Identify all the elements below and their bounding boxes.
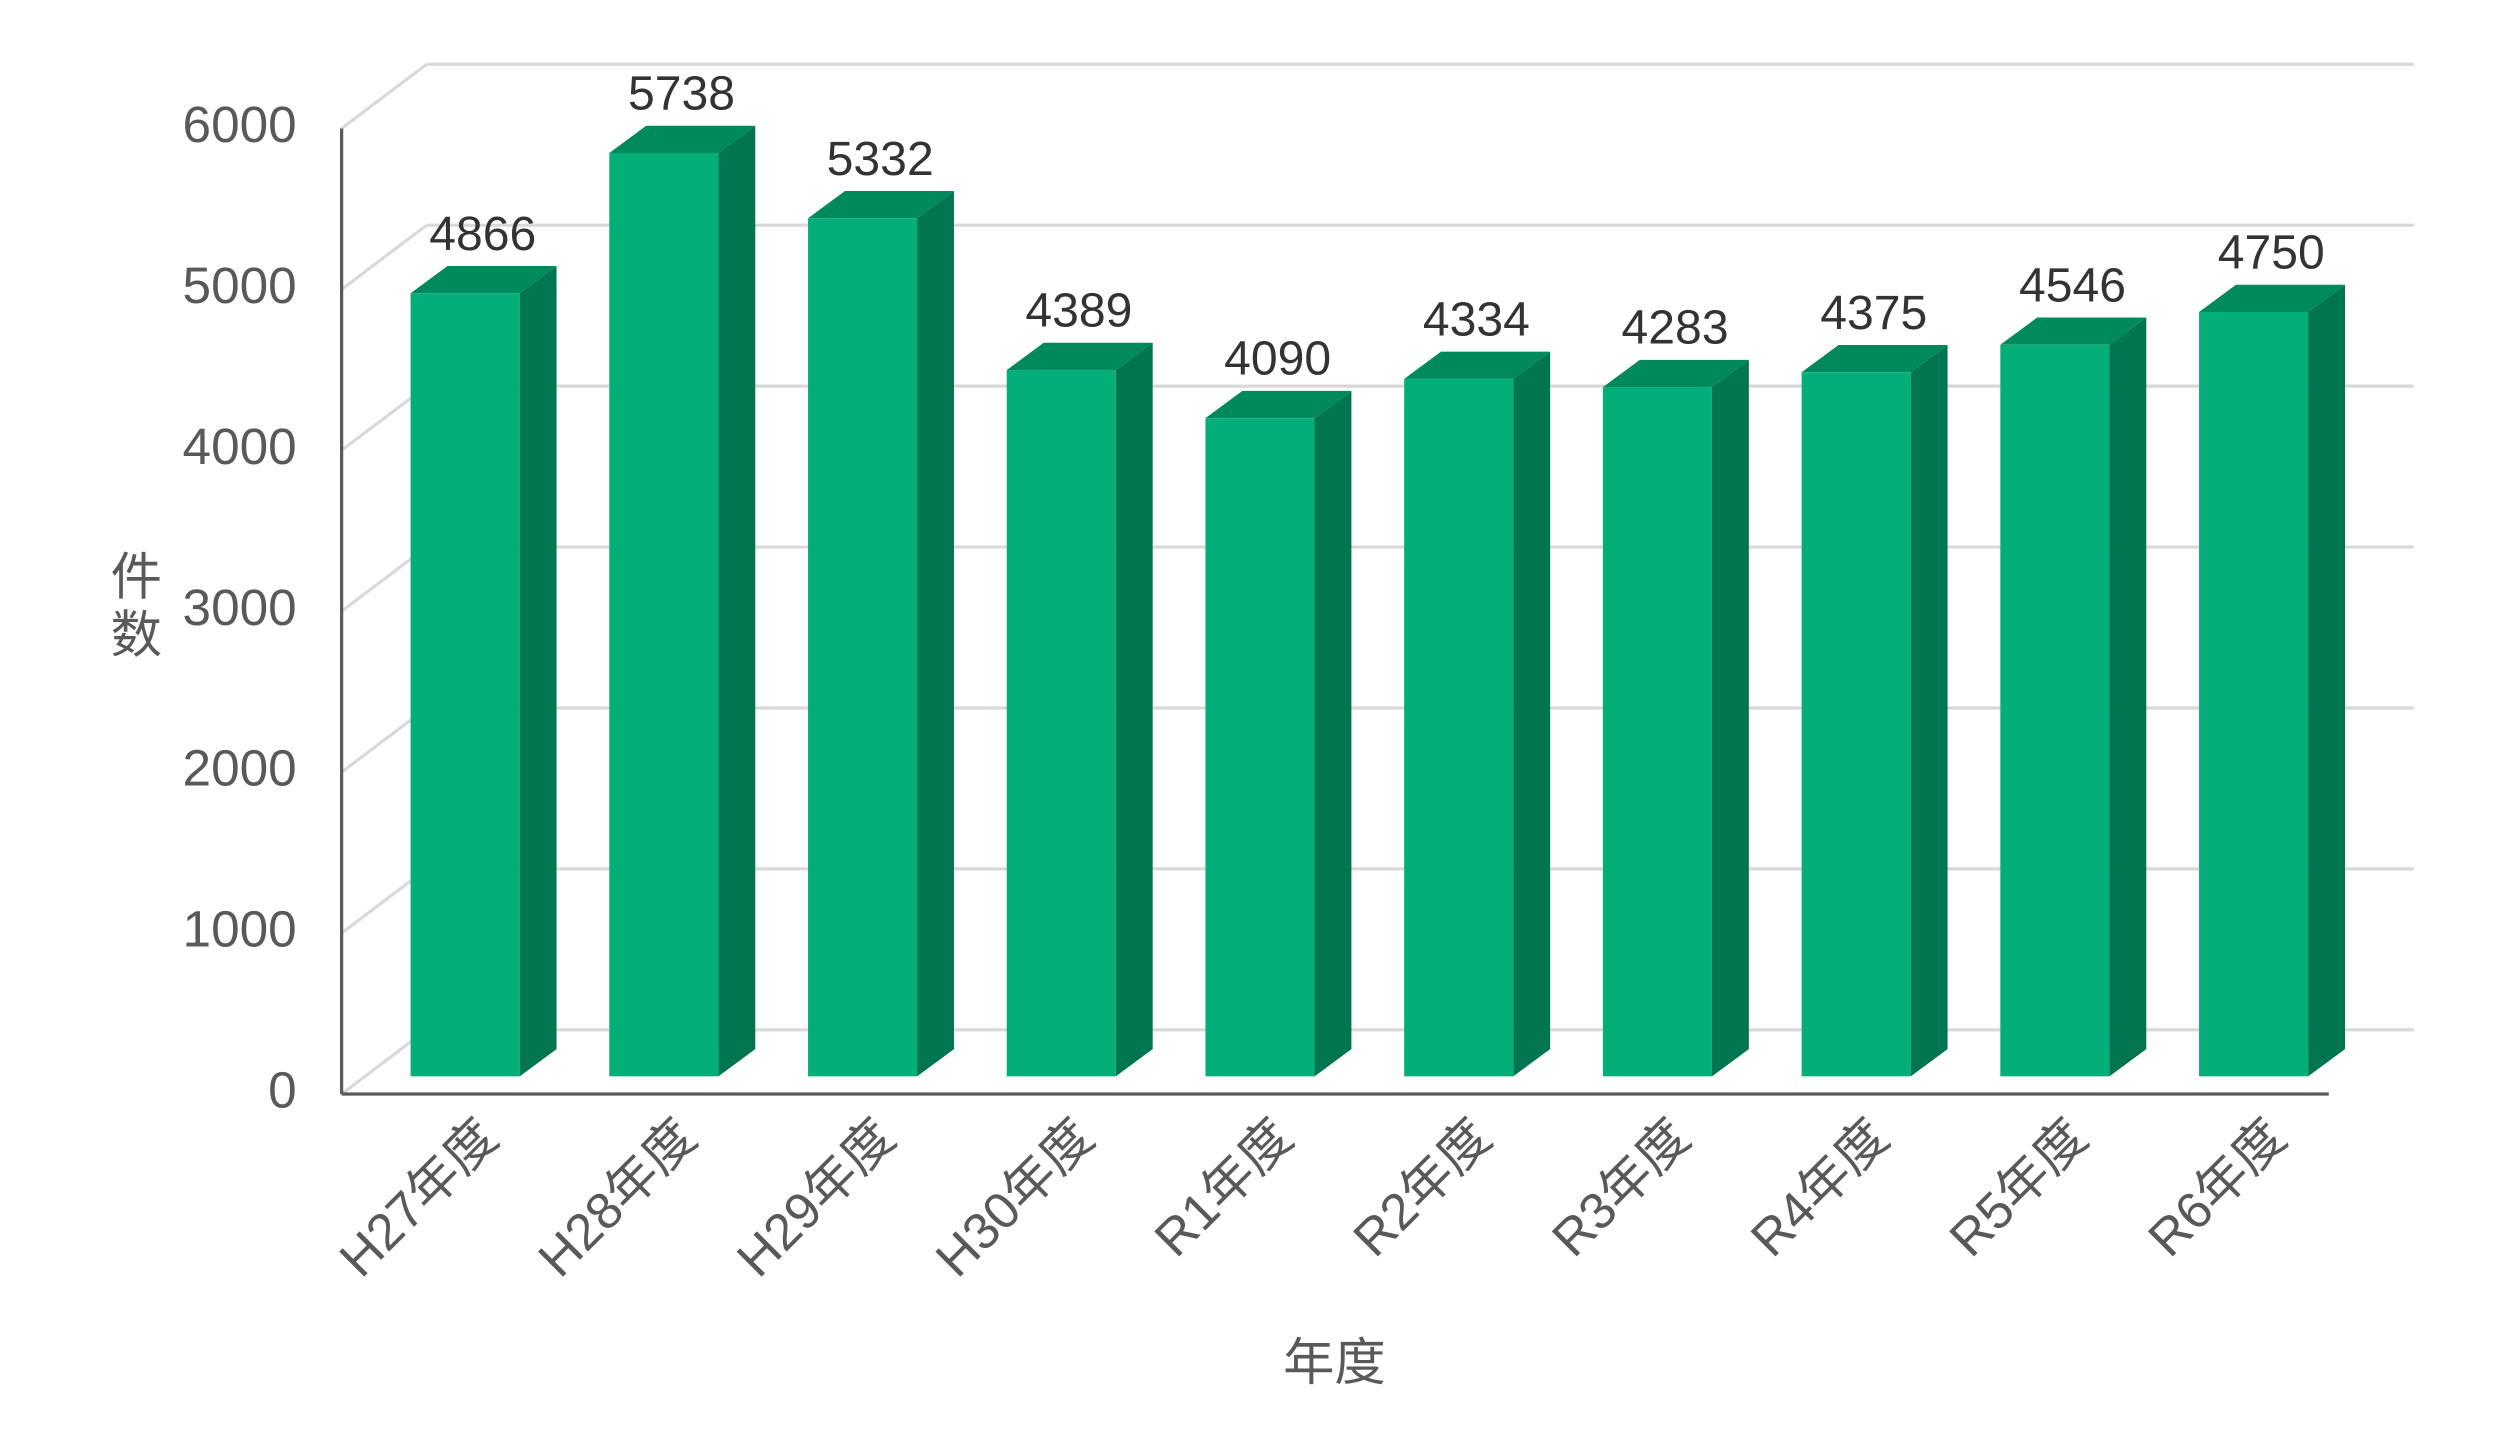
grid-line-side <box>340 223 428 291</box>
y-tick-label: 1000 <box>183 901 297 958</box>
bar-side <box>1910 345 1948 1077</box>
bar <box>1404 378 1514 1077</box>
bar-side <box>1314 390 1352 1077</box>
bar-top <box>1602 359 1749 388</box>
bar-top <box>808 191 954 219</box>
bar-side <box>1711 359 1749 1077</box>
bar-side <box>917 191 954 1077</box>
bar-top <box>1801 345 1948 373</box>
bar <box>808 218 918 1077</box>
y-tick-label: 3000 <box>183 579 297 636</box>
y-tick-label: 4000 <box>183 418 297 475</box>
x-tick-label: H28年度 <box>527 1108 706 1287</box>
bar-top <box>1006 342 1153 371</box>
bar-side <box>519 266 557 1077</box>
x-tick-label: R2年度 <box>1342 1108 1501 1267</box>
x-tick-label: R4年度 <box>1740 1108 1899 1267</box>
value-label: 4546 <box>2019 258 2126 312</box>
bar <box>609 152 719 1077</box>
x-tick-label: R6年度 <box>2137 1108 2296 1267</box>
y-tick-label: 2000 <box>183 740 297 797</box>
grid-line-side <box>340 63 428 130</box>
y-axis-title: 件数 <box>111 548 162 663</box>
x-axis-title: 年度 <box>1283 1334 1386 1391</box>
bar-top <box>1205 390 1352 419</box>
bar <box>1205 418 1315 1077</box>
bar-side <box>2109 317 2147 1077</box>
bar-top <box>1404 351 1551 379</box>
x-tick-label: H30年度 <box>925 1108 1104 1287</box>
value-label: 5738 <box>628 67 735 121</box>
value-label: 4090 <box>1224 332 1331 386</box>
x-tick-label: R3年度 <box>1541 1108 1700 1267</box>
bar-top <box>2000 317 2147 345</box>
value-label: 4389 <box>1025 284 1132 338</box>
value-label: 4375 <box>1820 286 1927 340</box>
x-tick-label: H27年度 <box>329 1108 508 1287</box>
bar-top <box>410 266 557 294</box>
bar <box>2199 311 2309 1077</box>
bar <box>2000 344 2110 1077</box>
x-tick-label: R1年度 <box>1144 1108 1303 1267</box>
x-tick-label: R5年度 <box>1939 1108 2098 1267</box>
y-tick-label: 6000 <box>183 96 297 153</box>
value-label: 4334 <box>1423 292 1530 346</box>
bar-side <box>718 125 756 1077</box>
bar-side <box>1513 351 1551 1077</box>
bar <box>1006 370 1116 1077</box>
y-tick-label: 0 <box>268 1062 297 1119</box>
value-label: 5332 <box>827 132 934 186</box>
value-label: 4283 <box>1622 301 1729 355</box>
bar-side <box>1115 342 1153 1077</box>
x-tick-label: H29年度 <box>726 1108 905 1287</box>
bar-top <box>2199 284 2346 312</box>
value-label: 4750 <box>2218 226 2325 280</box>
bar <box>1602 387 1712 1077</box>
bar <box>1801 372 1911 1077</box>
y-tick-label: 5000 <box>183 257 297 314</box>
bar <box>410 293 520 1077</box>
bar-top <box>609 125 756 153</box>
value-label: 4866 <box>429 207 536 261</box>
bar-side <box>2308 284 2346 1077</box>
